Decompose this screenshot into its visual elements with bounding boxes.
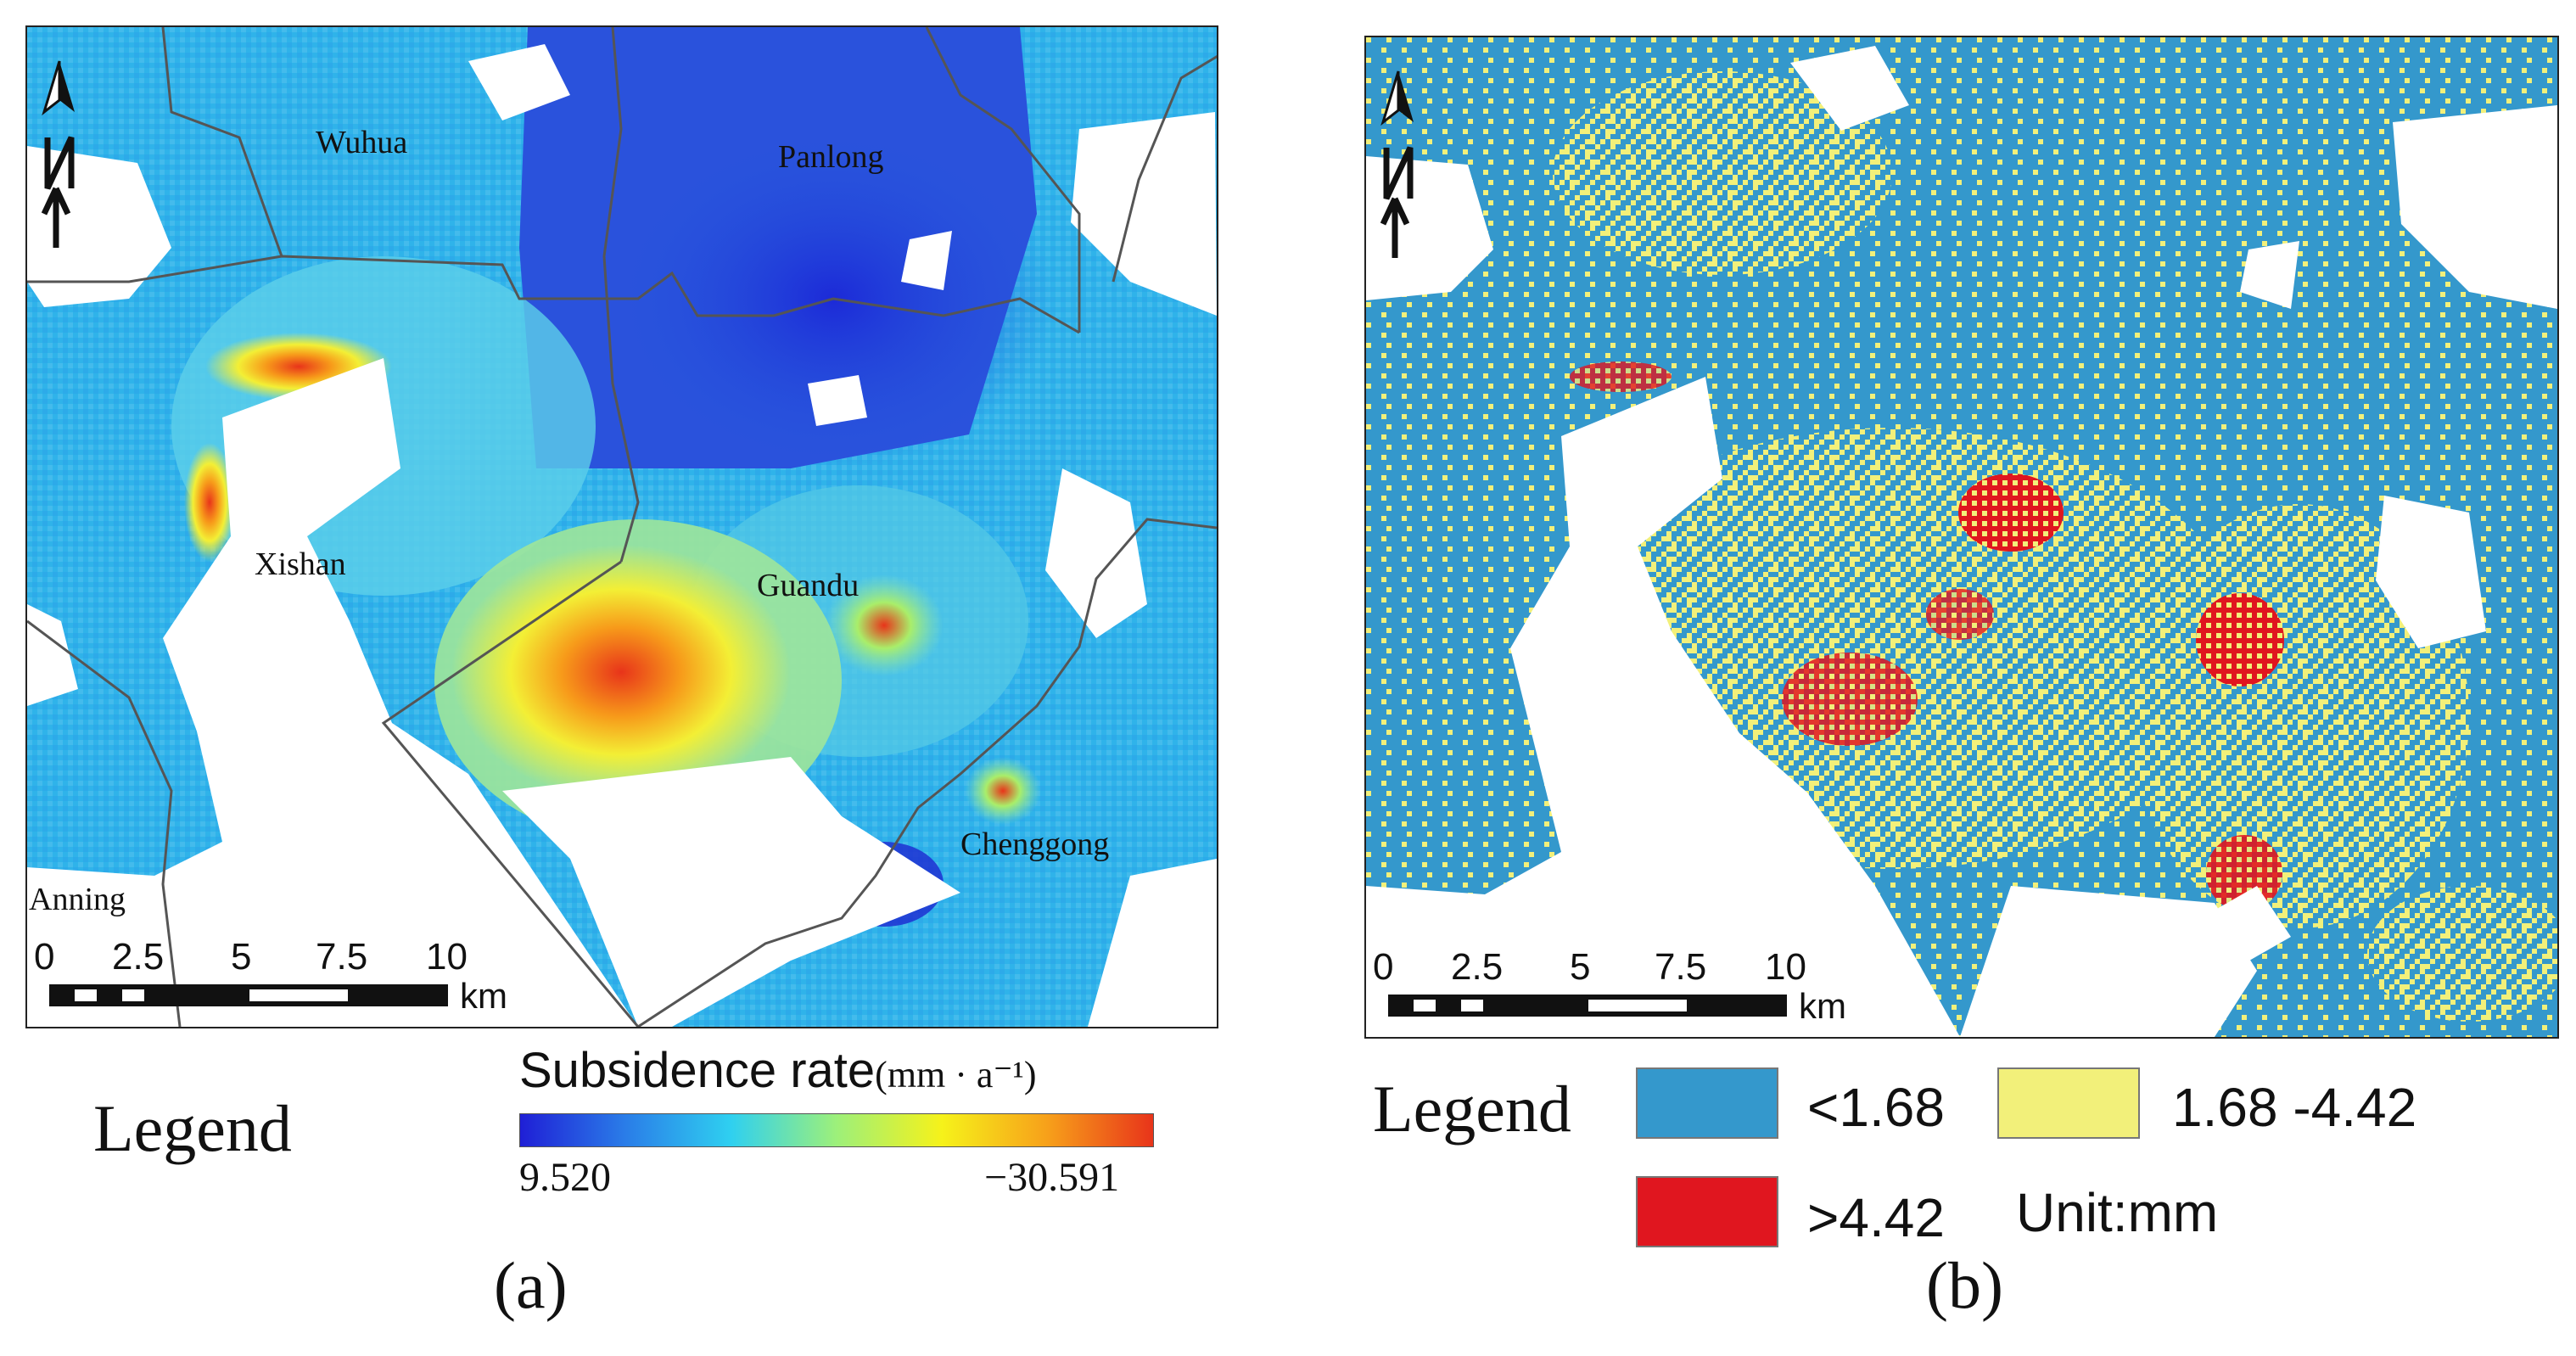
legend-label-mid: 1.68 -4.42: [2172, 1077, 2417, 1138]
legend-swatch-low: [1636, 1067, 1778, 1139]
svg-text:2.5: 2.5: [112, 936, 164, 978]
colorbar-title: Subsidence rate(mm · a⁻¹): [519, 1042, 1037, 1099]
svg-text:10: 10: [1765, 946, 1806, 988]
svg-text:5: 5: [1570, 946, 1590, 988]
legend-label-high: >4.42: [1807, 1187, 1945, 1248]
north-arrow-icon: [1380, 70, 1414, 258]
legend-label-low: <1.68: [1807, 1077, 1945, 1138]
svg-text:2.5: 2.5: [1451, 946, 1503, 988]
district-labels: Wuhua Panlong Xishan Guandu Chenggong An…: [29, 125, 1109, 917]
legend-swatch-high: [1636, 1176, 1778, 1247]
colorbar-unit: (mm · a⁻¹): [875, 1054, 1037, 1095]
svg-text:5: 5: [231, 936, 251, 978]
scale-bar: 0 2.5 5 7.5 10 km: [34, 936, 507, 1016]
subsidence-rate-map: Wuhua Panlong Xishan Guandu Chenggong An…: [25, 25, 1218, 1028]
panel-caption-a: (a): [494, 1248, 568, 1322]
district-label-xishan: Xishan: [255, 546, 346, 582]
subsidence-rate-raster: Wuhua Panlong Xishan Guandu Chenggong An…: [27, 27, 1217, 1027]
north-arrow-icon: [41, 60, 75, 248]
svg-text:7.5: 7.5: [1655, 946, 1706, 988]
panel-caption-b: (b): [1926, 1248, 2003, 1322]
colorbar-max-label: −30.591: [984, 1155, 1120, 1200]
svg-text:km: km: [460, 976, 507, 1016]
legend-title-a: Legend: [93, 1091, 292, 1165]
colorbar-title-text: Subsidence rate: [519, 1043, 876, 1098]
subsidence-class-map: 0 2.5 5 7.5 10 km: [1364, 36, 2559, 1039]
district-label-wuhua: Wuhua: [316, 125, 407, 160]
district-label-guandu: Guandu: [757, 568, 859, 603]
colorbar-gradient: [519, 1113, 1154, 1147]
district-label-panlong: Panlong: [778, 139, 884, 175]
svg-text:0: 0: [34, 936, 54, 978]
legend-swatch-mid: [1997, 1067, 2140, 1139]
legend-title-b: Legend: [1373, 1072, 1571, 1146]
svg-text:7.5: 7.5: [316, 936, 367, 978]
scale-bar: 0 2.5 5 7.5 10 km: [1373, 946, 1846, 1026]
svg-text:km: km: [1799, 986, 1846, 1026]
subsidence-class-raster: 0 2.5 5 7.5 10 km: [1366, 37, 2557, 1037]
colorbar-min-label: 9.520: [519, 1155, 611, 1200]
svg-text:10: 10: [426, 936, 468, 978]
district-label-anning: Anning: [29, 882, 126, 917]
svg-text:0: 0: [1373, 946, 1393, 988]
district-label-chenggong: Chenggong: [960, 826, 1109, 862]
district-boundaries: [27, 27, 1217, 1027]
unit-note: Unit:mm: [2016, 1182, 2219, 1243]
